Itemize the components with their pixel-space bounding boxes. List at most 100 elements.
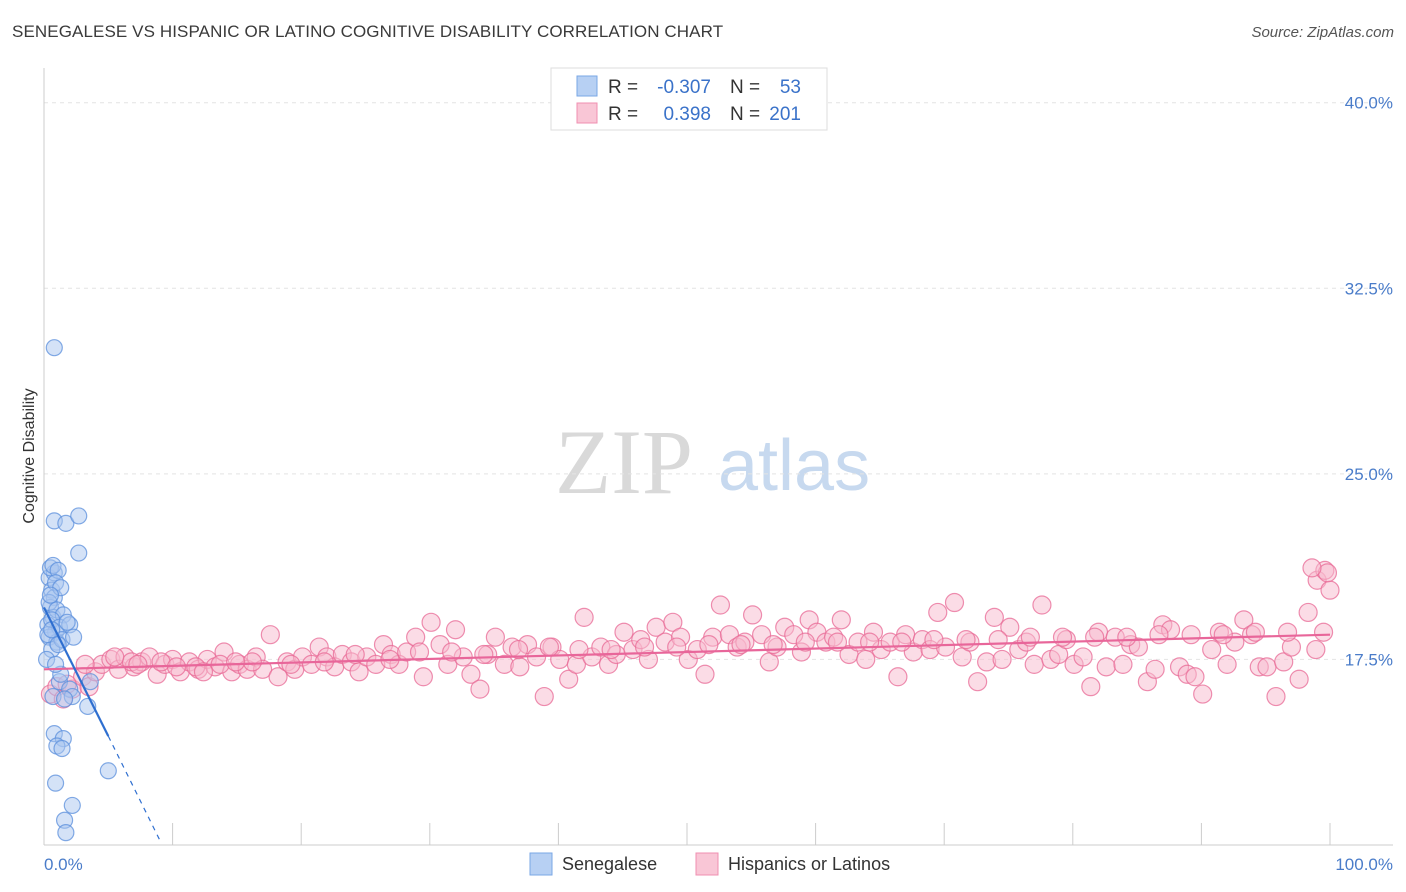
x-tick-labels: 0.0% 100.0% — [44, 855, 1393, 874]
watermark-atlas: atlas — [718, 426, 870, 506]
hispanics-point — [860, 632, 880, 652]
hispanics-point — [470, 679, 490, 699]
senegalese-point — [70, 507, 88, 525]
hispanics-point — [1096, 657, 1116, 677]
hispanics-point — [928, 602, 948, 623]
trend-lines — [43, 606, 1331, 841]
hispanics-point — [461, 664, 481, 684]
y-tick-label: 17.5% — [1345, 650, 1393, 669]
hispanics-point — [1145, 659, 1165, 679]
senegalese-point — [45, 339, 63, 357]
senegalese-point — [64, 628, 83, 646]
hispanics-point — [485, 627, 505, 647]
y-tick-label: 40.0% — [1345, 94, 1393, 113]
hispanics-point — [1085, 627, 1105, 647]
hispanics-point — [888, 667, 908, 687]
senegalese-point — [70, 544, 88, 562]
gridlines — [44, 102, 1393, 660]
hispanics-point — [1024, 654, 1044, 674]
legend-n-label-1: N = — [730, 77, 760, 98]
series-legend: Senegalese Hispanics or Latinos — [529, 852, 890, 876]
senegalese-point — [58, 613, 76, 631]
hispanics-point — [634, 637, 655, 657]
legend-swatch-bottom-senegalese — [529, 852, 553, 876]
senegalese-point — [99, 762, 117, 780]
hispanics-point — [614, 622, 634, 642]
hispanics-point — [1202, 639, 1222, 660]
hispanics-point — [442, 642, 462, 662]
hispanics-point — [268, 667, 288, 687]
hispanics-point — [413, 667, 433, 687]
hispanics-point — [281, 654, 301, 674]
legend-swatch-bottom-hispanics — [695, 852, 719, 876]
hispanics-point — [892, 632, 912, 652]
hispanics-point — [992, 649, 1012, 670]
hispanics-point — [1113, 654, 1133, 674]
senegalese-point — [57, 514, 75, 532]
hispanics-point — [856, 649, 876, 670]
hispanics-point — [1032, 595, 1052, 615]
legend-r-label-1: R = — [608, 77, 638, 98]
hispanics-point — [956, 630, 976, 650]
hispanics-point — [421, 612, 441, 632]
series-hispanics-points — [40, 558, 1340, 709]
hispanics-point — [260, 625, 280, 645]
hispanics-point — [409, 642, 430, 662]
hispanics-point — [663, 612, 683, 632]
senegalese-trend-extension — [107, 735, 161, 841]
hispanics-point — [1289, 669, 1309, 689]
hispanics-point — [1274, 652, 1294, 672]
hispanics-point — [742, 605, 763, 625]
hispanics-point — [1277, 622, 1298, 642]
hispanics-point — [795, 632, 815, 652]
legend-n-value-2: 201 — [769, 104, 801, 125]
senegalese-point — [46, 774, 65, 792]
hispanics-point — [474, 644, 494, 665]
senegalese-point — [53, 739, 71, 758]
hispanics-point — [695, 664, 715, 684]
hispanics-point — [710, 595, 731, 615]
hispanics-point — [1257, 657, 1277, 677]
legend-swatch-hispanics — [576, 102, 598, 124]
hispanics-point — [601, 639, 621, 660]
senegalese-trend-line — [43, 606, 110, 737]
hispanics-point — [1245, 622, 1266, 642]
senegalese-point — [63, 796, 81, 815]
hispanics-point — [128, 654, 148, 674]
x-tick-label-max: 100.0% — [1335, 855, 1393, 874]
legend-r-value-1: -0.307 — [657, 77, 711, 98]
hispanics-point — [731, 634, 751, 655]
hispanics-point — [1217, 654, 1237, 674]
hispanics-point — [1213, 625, 1233, 645]
hispanics-point — [1117, 627, 1137, 647]
senegalese-point — [41, 586, 60, 604]
hispanics-point — [1052, 627, 1073, 647]
hispanics-point — [1073, 647, 1093, 667]
watermark-zip: ZIP — [555, 411, 693, 513]
hispanics-point — [1185, 667, 1205, 687]
senegalese-point — [57, 824, 75, 842]
axes — [43, 68, 1393, 846]
legend-n-value-1: 53 — [780, 77, 801, 98]
y-tick-labels: 17.5% 25.0% 32.5% 40.0% — [1345, 94, 1393, 670]
hispanics-point — [226, 652, 246, 672]
hispanics-point — [510, 657, 530, 677]
hispanics-point — [1302, 558, 1322, 578]
hispanics-point — [242, 652, 262, 672]
hispanics-point — [75, 654, 95, 674]
watermark: ZIP atlas — [555, 411, 870, 513]
legend-swatch-senegalese — [576, 75, 598, 97]
hispanics-point — [193, 662, 214, 682]
chart-title: SENEGALESE VS HISPANIC OR LATINO COGNITI… — [12, 22, 724, 41]
hispanics-point — [1320, 580, 1340, 600]
hispanics-point — [539, 637, 559, 657]
y-axis-label: Cognitive Disability — [21, 388, 38, 523]
hispanics-point — [345, 644, 365, 665]
hispanics-point — [1234, 610, 1254, 630]
series-senegalese-points — [37, 339, 117, 842]
hispanics-point — [984, 607, 1004, 627]
hispanics-point — [968, 672, 988, 692]
hispanics-point — [1081, 677, 1101, 697]
hispanics-point — [1298, 602, 1318, 623]
